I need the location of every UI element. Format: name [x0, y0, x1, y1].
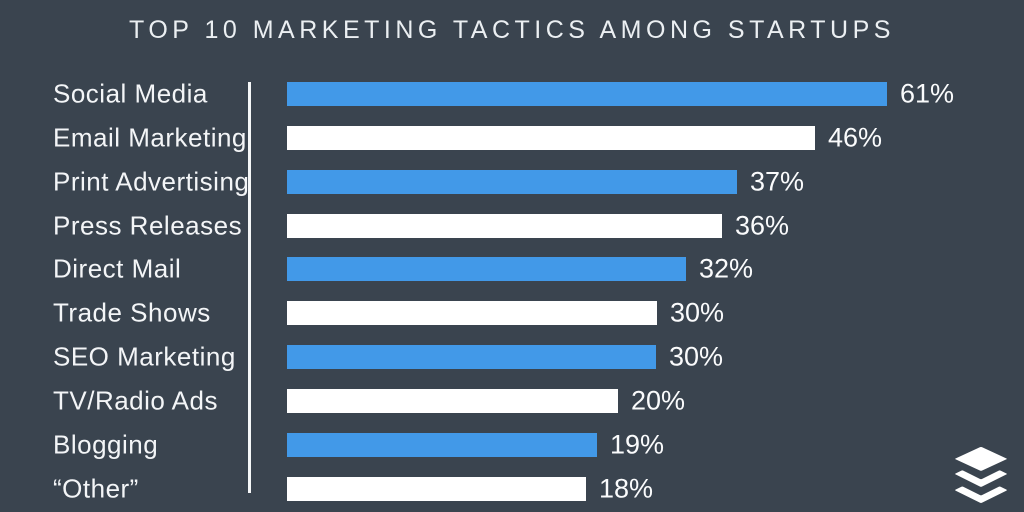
bar	[287, 388, 618, 413]
value-label: 20%	[631, 385, 686, 416]
category-label: Print Advertising	[53, 166, 250, 197]
category-label: “Other”	[53, 473, 139, 504]
value-label: 32%	[699, 253, 754, 284]
bar	[287, 257, 686, 282]
bar	[287, 82, 887, 106]
chart-row: Press Releases 36%	[0, 210, 1024, 240]
value-label: 46%	[828, 122, 883, 153]
axis-line	[248, 82, 251, 493]
value-label: 61%	[900, 78, 955, 109]
category-label: TV/Radio Ads	[53, 385, 218, 416]
category-label: Blogging	[53, 429, 159, 460]
category-label: Trade Shows	[53, 297, 211, 328]
category-label: Press Releases	[53, 210, 243, 241]
category-label: Email Marketing	[53, 122, 247, 153]
chart-row: TV/Radio Ads 20%	[0, 385, 1024, 415]
buffer-logo-icon	[953, 443, 1009, 507]
chart-row: “Other” 18%	[0, 473, 1024, 503]
chart-row: Email Marketing 46%	[0, 122, 1024, 152]
value-label: 18%	[599, 473, 654, 504]
category-label: Direct Mail	[53, 253, 182, 284]
value-label: 19%	[610, 429, 665, 460]
value-label: 36%	[735, 210, 790, 241]
bar	[287, 432, 597, 457]
chart-row: Trade Shows 30%	[0, 298, 1024, 328]
bar	[287, 125, 815, 150]
chart-row: Social Media 61%	[0, 79, 1024, 109]
value-label: 30%	[669, 341, 724, 372]
chart-row: SEO Marketing 30%	[0, 342, 1024, 372]
bar	[287, 169, 737, 194]
bar	[287, 476, 586, 501]
chart-row: Print Advertising 37%	[0, 166, 1024, 196]
bar	[287, 301, 657, 326]
bar	[287, 345, 656, 370]
category-label: SEO Marketing	[53, 341, 236, 372]
bar	[287, 213, 722, 238]
chart-title: TOP 10 MARKETING TACTICS AMONG STARTUPS	[129, 16, 895, 44]
category-label: Social Media	[53, 78, 208, 109]
chart-row: Direct Mail 32%	[0, 254, 1024, 284]
value-label: 37%	[750, 166, 805, 197]
chart-row: Blogging 19%	[0, 429, 1024, 459]
value-label: 30%	[670, 297, 725, 328]
